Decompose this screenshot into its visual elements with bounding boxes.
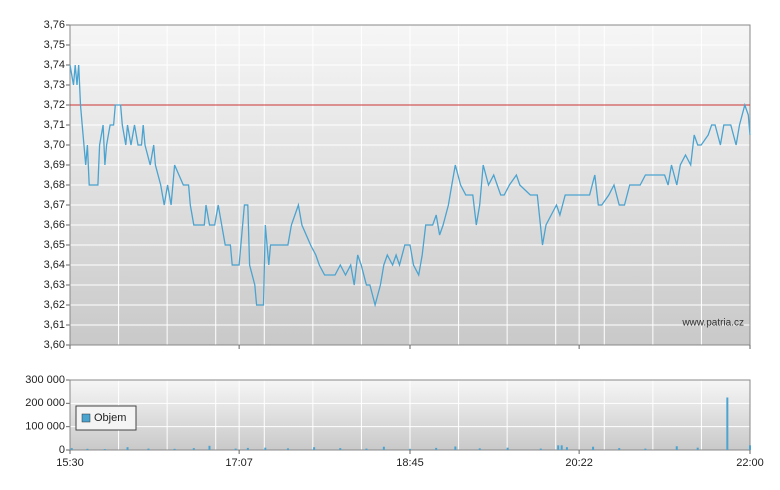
volume-bar bbox=[749, 445, 751, 450]
volume-bar bbox=[126, 447, 129, 450]
volume-bar bbox=[618, 448, 621, 450]
x-tick-label: 17:07 bbox=[225, 457, 253, 469]
volume-bar bbox=[592, 446, 595, 450]
volume-bar bbox=[286, 448, 289, 450]
volume-bar bbox=[560, 445, 563, 450]
volume-bar bbox=[454, 446, 457, 450]
volume-bar bbox=[70, 448, 73, 450]
volume-bar bbox=[339, 448, 342, 450]
legend-label: Objem bbox=[94, 412, 126, 424]
y-tick-label: 100 000 bbox=[25, 421, 65, 433]
x-tick-label: 22:00 bbox=[736, 457, 764, 469]
volume-bar bbox=[409, 448, 411, 450]
y-tick-label: 3,74 bbox=[44, 59, 65, 71]
volume-bar bbox=[246, 447, 249, 450]
y-tick-label: 0 bbox=[59, 444, 65, 456]
y-tick-label: 3,62 bbox=[44, 299, 65, 311]
y-tick-label: 3,65 bbox=[44, 239, 65, 251]
legend-swatch bbox=[81, 413, 91, 423]
y-tick-label: 300 000 bbox=[25, 374, 65, 386]
y-tick-label: 3,67 bbox=[44, 199, 65, 211]
volume-bar bbox=[565, 447, 568, 450]
volume-bar bbox=[173, 448, 176, 450]
volume-bar bbox=[264, 447, 267, 450]
volume-bar bbox=[506, 447, 509, 450]
x-tick-label: 20:22 bbox=[565, 457, 593, 469]
x-tick-label: 18:45 bbox=[396, 457, 424, 469]
volume-bar bbox=[435, 447, 438, 450]
volume-bar bbox=[644, 448, 647, 450]
x-tick-label: 15:30 bbox=[56, 457, 84, 469]
volume-bar bbox=[557, 445, 560, 450]
volume-bar bbox=[726, 397, 729, 450]
volume-bar bbox=[478, 448, 481, 450]
y-tick-label: 3,75 bbox=[44, 39, 65, 51]
volume-bar bbox=[539, 448, 542, 450]
y-tick-label: 200 000 bbox=[25, 397, 65, 409]
volume-bar bbox=[86, 448, 89, 450]
y-tick-label: 3,60 bbox=[44, 339, 65, 351]
y-tick-label: 3,73 bbox=[44, 79, 65, 91]
volume-bar bbox=[234, 448, 237, 450]
watermark: www.patria.cz bbox=[681, 318, 744, 329]
volume-bar bbox=[192, 448, 195, 450]
y-tick-label: 3,71 bbox=[44, 119, 65, 131]
y-tick-label: 3,61 bbox=[44, 319, 65, 331]
y-tick-label: 3,72 bbox=[44, 99, 65, 111]
volume-bar bbox=[208, 445, 211, 450]
volume-bar bbox=[103, 449, 106, 450]
y-tick-label: 3,69 bbox=[44, 159, 65, 171]
price-line bbox=[69, 64, 751, 308]
volume-bar bbox=[313, 447, 316, 450]
y-tick-label: 3,64 bbox=[44, 259, 65, 271]
volume-bar bbox=[675, 446, 678, 450]
volume-bar bbox=[365, 448, 368, 450]
y-tick-label: 3,70 bbox=[44, 139, 65, 151]
y-tick-label: 3,66 bbox=[44, 219, 65, 231]
y-tick-label: 3,63 bbox=[44, 279, 65, 291]
y-tick-label: 3,76 bbox=[44, 19, 65, 31]
y-tick-label: 3,68 bbox=[44, 179, 65, 191]
volume-bar bbox=[147, 448, 150, 450]
volume-bar bbox=[696, 447, 699, 450]
volume-bar bbox=[382, 446, 385, 450]
